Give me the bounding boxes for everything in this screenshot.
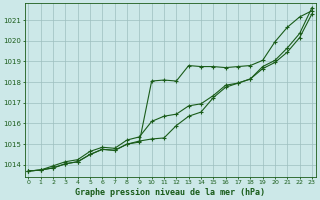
X-axis label: Graphe pression niveau de la mer (hPa): Graphe pression niveau de la mer (hPa) [75,188,265,197]
